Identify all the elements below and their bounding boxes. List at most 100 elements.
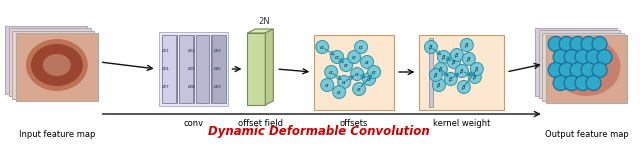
- Ellipse shape: [552, 38, 620, 96]
- Circle shape: [468, 71, 481, 83]
- Text: $\beta$: $\beta$: [472, 72, 477, 81]
- Text: $\beta$: $\beta$: [461, 82, 467, 91]
- Bar: [314, 35, 394, 110]
- Text: $\beta$: $\beta$: [459, 66, 465, 76]
- Circle shape: [462, 52, 476, 66]
- Text: $\beta$: $\beta$: [433, 71, 438, 80]
- Circle shape: [424, 41, 437, 54]
- Text: $\alpha_8$: $\alpha_8$: [188, 83, 196, 91]
- Circle shape: [575, 50, 590, 65]
- Text: $\alpha$: $\alpha$: [364, 59, 370, 66]
- Circle shape: [460, 39, 474, 51]
- Circle shape: [340, 59, 353, 71]
- Text: $\beta$: $\beta$: [428, 42, 434, 51]
- Bar: [212, 35, 227, 103]
- Circle shape: [338, 76, 351, 88]
- Text: $\alpha_3$: $\alpha_3$: [213, 47, 221, 55]
- Ellipse shape: [26, 39, 88, 91]
- Circle shape: [470, 62, 483, 76]
- Bar: [429, 37, 433, 106]
- Bar: [546, 35, 627, 103]
- Bar: [162, 35, 175, 103]
- Bar: [9, 28, 91, 96]
- Circle shape: [316, 41, 329, 54]
- Circle shape: [564, 50, 579, 65]
- Text: offset field: offset field: [238, 119, 283, 128]
- Ellipse shape: [31, 44, 83, 86]
- Bar: [12, 30, 94, 98]
- Bar: [546, 35, 627, 103]
- Text: offsets: offsets: [340, 119, 368, 128]
- Circle shape: [597, 50, 612, 65]
- Text: $\alpha$: $\alpha$: [356, 86, 362, 92]
- Text: $\alpha_2$: $\alpha_2$: [188, 47, 196, 55]
- Text: $\alpha$: $\alpha$: [371, 69, 377, 76]
- Circle shape: [447, 56, 460, 69]
- Text: $\alpha$: $\alpha$: [334, 54, 340, 61]
- Bar: [535, 27, 617, 96]
- Polygon shape: [248, 29, 273, 33]
- Text: $\alpha_1$: $\alpha_1$: [161, 47, 170, 55]
- Circle shape: [581, 36, 596, 51]
- Text: $\beta$: $\beta$: [438, 65, 444, 74]
- Bar: [539, 30, 620, 98]
- Circle shape: [435, 62, 447, 76]
- Text: $\alpha$: $\alpha$: [328, 69, 334, 76]
- Bar: [159, 32, 228, 106]
- Bar: [16, 33, 98, 101]
- Circle shape: [559, 62, 574, 77]
- Bar: [195, 35, 209, 103]
- Circle shape: [575, 76, 590, 91]
- Circle shape: [437, 51, 451, 64]
- Text: $\alpha$: $\alpha$: [324, 81, 330, 88]
- Text: kernel weight: kernel weight: [433, 119, 490, 128]
- Text: $\alpha_7$: $\alpha_7$: [161, 83, 170, 91]
- Circle shape: [570, 36, 585, 51]
- Text: $\alpha_5$: $\alpha_5$: [188, 65, 196, 73]
- Text: $\alpha$: $\alpha$: [337, 88, 342, 96]
- Circle shape: [331, 51, 344, 64]
- Bar: [16, 33, 98, 101]
- Polygon shape: [266, 29, 273, 105]
- Circle shape: [586, 50, 601, 65]
- Circle shape: [458, 81, 470, 93]
- Text: $\beta$: $\beta$: [451, 57, 456, 66]
- Circle shape: [351, 67, 364, 81]
- Text: $\alpha$: $\alpha$: [344, 61, 349, 69]
- Circle shape: [559, 36, 574, 51]
- Circle shape: [548, 62, 563, 77]
- Circle shape: [570, 62, 585, 77]
- Ellipse shape: [43, 54, 71, 76]
- Text: $\alpha$: $\alpha$: [355, 71, 360, 77]
- Circle shape: [592, 62, 607, 77]
- Circle shape: [355, 41, 367, 54]
- Circle shape: [348, 51, 360, 64]
- Bar: [6, 25, 87, 93]
- Text: $\alpha_4$: $\alpha_4$: [161, 65, 170, 73]
- Circle shape: [324, 66, 338, 78]
- Text: $\alpha$: $\alpha$: [319, 44, 325, 51]
- Text: $\beta$: $\beta$: [474, 65, 479, 74]
- Circle shape: [564, 76, 579, 91]
- Circle shape: [360, 56, 374, 69]
- Circle shape: [367, 66, 381, 78]
- Circle shape: [553, 50, 568, 65]
- Text: 2N: 2N: [259, 17, 270, 26]
- Circle shape: [429, 69, 442, 81]
- Bar: [179, 35, 193, 103]
- Circle shape: [456, 65, 468, 77]
- Text: Input feature map: Input feature map: [19, 130, 95, 139]
- Bar: [419, 35, 504, 110]
- Text: $\alpha$: $\alpha$: [341, 78, 347, 86]
- Text: $\alpha_6$: $\alpha_6$: [213, 65, 221, 73]
- Text: $\alpha$: $\alpha$: [358, 44, 364, 51]
- Circle shape: [548, 36, 563, 51]
- Text: $\alpha$: $\alpha$: [351, 54, 357, 61]
- Circle shape: [586, 76, 601, 91]
- Text: $\beta$: $\beta$: [441, 52, 447, 61]
- Text: $\beta$: $\beta$: [466, 55, 472, 64]
- Circle shape: [444, 72, 458, 86]
- Circle shape: [433, 78, 445, 91]
- Circle shape: [333, 86, 346, 98]
- Text: Output feature map: Output feature map: [545, 130, 628, 139]
